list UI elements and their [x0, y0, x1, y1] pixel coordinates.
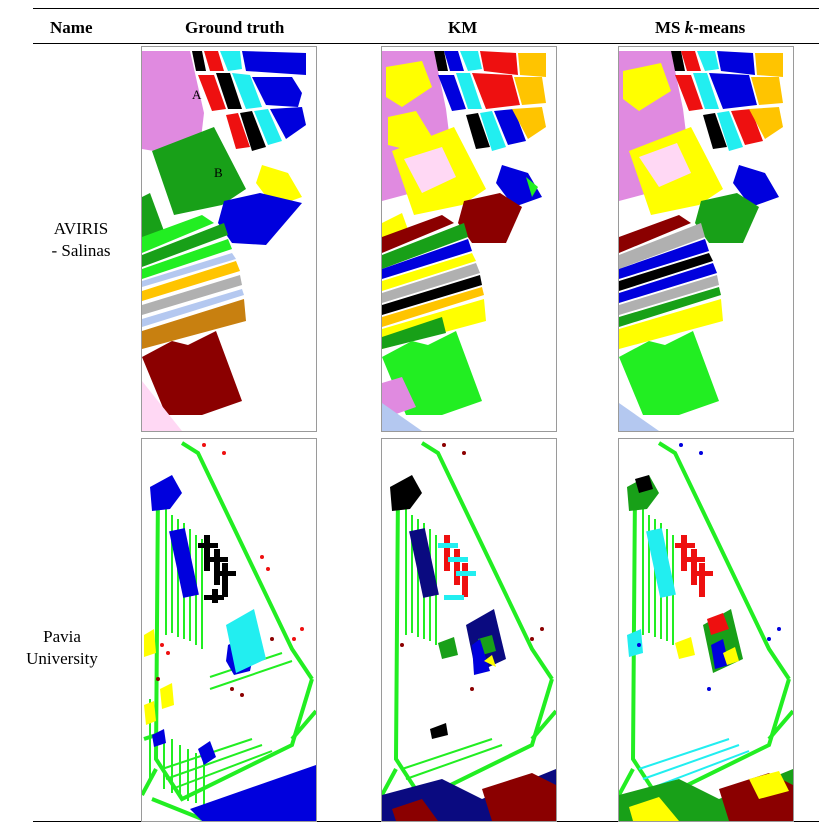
row-label-pavia-line1: Pavia [43, 627, 81, 646]
row-label-pavia: Pavia University [2, 626, 122, 670]
table-header-rule [33, 43, 819, 44]
row-label-pavia-line2: University [26, 649, 98, 668]
salinas-ground-truth-map: A B [141, 46, 317, 432]
salinas-km-map [381, 46, 557, 432]
header-ms-prefix: MS [655, 18, 685, 37]
salinas-ms-kmeans-map [618, 46, 794, 432]
row-label-salinas-line2: - Salinas [51, 241, 111, 260]
header-ground-truth: Ground truth [185, 18, 285, 37]
row-label-salinas: AVIRIS - Salinas [36, 218, 126, 262]
table-top-rule [33, 8, 819, 9]
gt-label-a: A [192, 87, 202, 102]
header-ms-kmeans: MS k-means [655, 18, 745, 38]
header-km: KM [448, 18, 478, 37]
pavia-ms-kmeans-map [618, 438, 794, 822]
header-name: Name [50, 18, 93, 37]
pavia-km-map [381, 438, 557, 822]
header-ms-suffix: -means [693, 18, 746, 37]
row-label-salinas-line1: AVIRIS [53, 219, 109, 238]
header-ms-k: k [684, 18, 694, 37]
pavia-ground-truth-map [141, 438, 317, 822]
gt-label-b: B [214, 165, 223, 180]
